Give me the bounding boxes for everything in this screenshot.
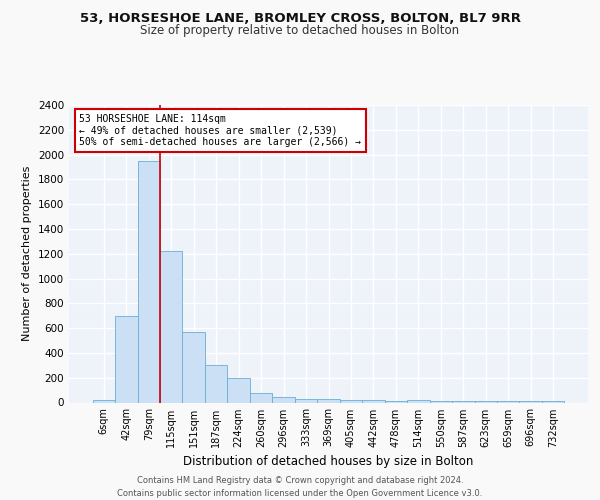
Bar bbox=[497, 400, 520, 402]
Bar bbox=[542, 400, 565, 402]
X-axis label: Distribution of detached houses by size in Bolton: Distribution of detached houses by size … bbox=[184, 455, 473, 468]
Text: Contains HM Land Registry data © Crown copyright and database right 2024.
Contai: Contains HM Land Registry data © Crown c… bbox=[118, 476, 482, 498]
Bar bbox=[182, 332, 205, 402]
Bar bbox=[115, 316, 137, 402]
Y-axis label: Number of detached properties: Number of detached properties bbox=[22, 166, 32, 342]
Bar bbox=[250, 392, 272, 402]
Bar bbox=[92, 400, 115, 402]
Bar bbox=[295, 399, 317, 402]
Bar bbox=[205, 364, 227, 403]
Text: Size of property relative to detached houses in Bolton: Size of property relative to detached ho… bbox=[140, 24, 460, 37]
Bar bbox=[272, 397, 295, 402]
Bar bbox=[227, 378, 250, 402]
Text: 53 HORSESHOE LANE: 114sqm
← 49% of detached houses are smaller (2,539)
50% of se: 53 HORSESHOE LANE: 114sqm ← 49% of detac… bbox=[79, 114, 361, 147]
Bar bbox=[160, 252, 182, 402]
Text: 53, HORSESHOE LANE, BROMLEY CROSS, BOLTON, BL7 9RR: 53, HORSESHOE LANE, BROMLEY CROSS, BOLTO… bbox=[79, 12, 521, 26]
Bar bbox=[430, 400, 452, 402]
Bar bbox=[340, 400, 362, 402]
Bar bbox=[317, 399, 340, 402]
Bar bbox=[137, 161, 160, 402]
Bar bbox=[385, 400, 407, 402]
Bar bbox=[452, 400, 475, 402]
Bar bbox=[407, 400, 430, 402]
Bar bbox=[362, 400, 385, 402]
